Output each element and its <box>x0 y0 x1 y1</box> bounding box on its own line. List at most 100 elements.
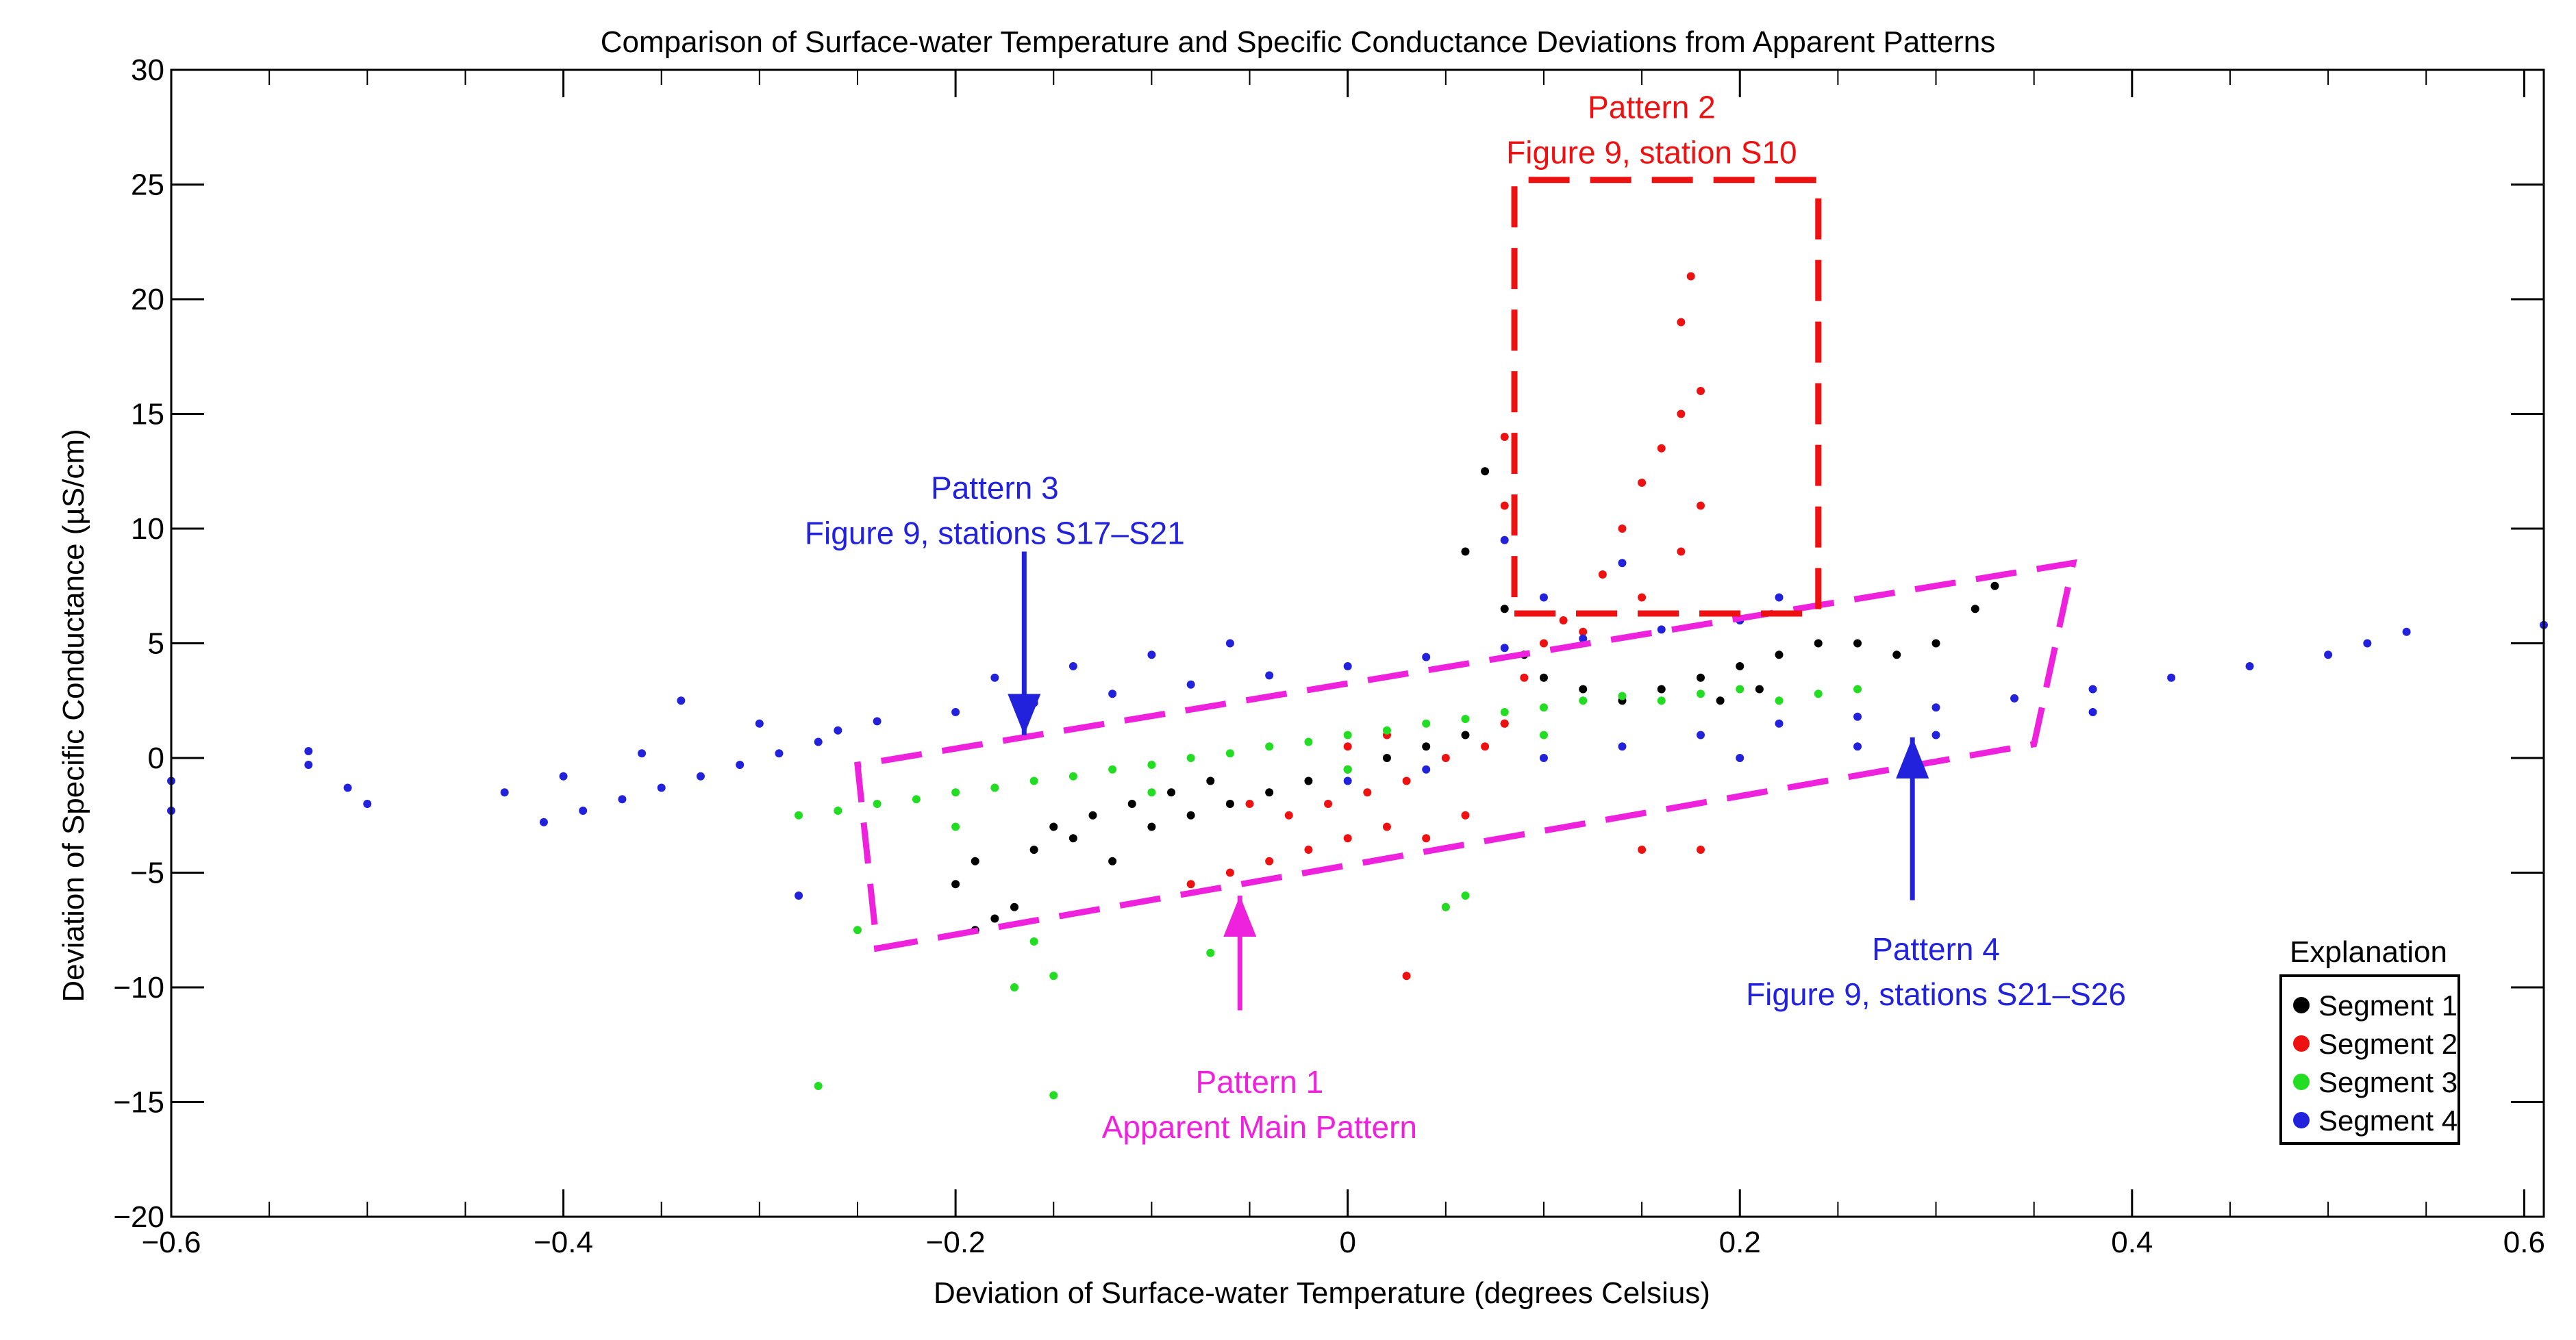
pattern-4-label: Figure 9, stations S21–S26 <box>1746 976 2126 1012</box>
data-point <box>1853 712 1862 721</box>
data-point <box>2088 708 2097 716</box>
pattern-3-label: Figure 9, stations S17–S21 <box>805 515 1185 551</box>
data-point <box>1068 662 1077 670</box>
data-point <box>951 708 960 716</box>
data-point <box>1068 834 1077 843</box>
pattern-4-label: Pattern 4 <box>1872 931 2000 967</box>
data-point <box>1696 387 1705 395</box>
data-point <box>1461 715 1470 724</box>
data-point <box>1853 639 1862 648</box>
data-point <box>1461 731 1470 739</box>
data-point <box>1853 685 1862 694</box>
data-point <box>1422 742 1431 751</box>
data-point <box>657 783 666 792</box>
data-point <box>1775 593 1784 602</box>
data-point <box>1775 696 1784 705</box>
y-tick-label: −20 <box>113 1200 164 1234</box>
data-point <box>1696 731 1705 739</box>
data-point <box>1147 650 1156 659</box>
data-point <box>1892 650 1901 659</box>
data-point <box>1677 318 1686 327</box>
data-point <box>1225 868 1234 877</box>
data-point <box>1814 639 1823 648</box>
data-point <box>1343 662 1352 670</box>
y-tick-label: 20 <box>131 283 164 316</box>
x-tick-label: 0.4 <box>2111 1226 2153 1259</box>
y-tick-label: 0 <box>148 742 164 775</box>
data-point <box>1736 662 1745 670</box>
data-point <box>363 800 372 808</box>
data-point <box>1638 479 1647 487</box>
data-point <box>1265 857 1274 865</box>
data-point <box>1696 501 1705 510</box>
data-point <box>1677 409 1686 418</box>
data-point <box>1186 680 1195 689</box>
data-point <box>1755 685 1764 694</box>
chart-title: Comparison of Surface-water Temperature … <box>601 25 1995 59</box>
data-point <box>1049 822 1058 831</box>
data-point <box>814 1082 823 1091</box>
data-point <box>1441 902 1450 911</box>
data-point <box>1029 937 1038 946</box>
data-point <box>1029 846 1038 854</box>
data-point <box>1500 708 1509 716</box>
data-point <box>1931 703 1940 712</box>
data-point <box>2088 685 2097 694</box>
data-point <box>1010 983 1019 991</box>
data-point <box>1461 811 1470 820</box>
data-point <box>1500 433 1509 441</box>
data-point <box>1500 719 1509 728</box>
data-point <box>638 749 647 758</box>
data-point <box>1618 692 1627 700</box>
data-point <box>1284 811 1293 820</box>
data-point <box>795 811 803 820</box>
y-tick-label: 30 <box>131 53 164 87</box>
data-point <box>579 807 588 816</box>
data-point <box>1343 834 1352 843</box>
data-point <box>951 880 960 889</box>
data-point <box>1657 625 1666 634</box>
data-point <box>873 717 881 726</box>
data-point <box>1736 685 1745 694</box>
data-point <box>1677 547 1686 556</box>
data-point <box>1461 892 1470 900</box>
pattern-2-box <box>1511 177 1822 617</box>
data-point <box>1971 605 1979 614</box>
data-point <box>834 726 842 735</box>
data-point <box>1657 685 1666 694</box>
data-point <box>1225 749 1234 758</box>
x-tick-label: −0.6 <box>142 1226 201 1259</box>
data-point <box>1304 737 1313 746</box>
data-point <box>951 788 960 797</box>
legend-marker <box>2293 997 2310 1013</box>
data-point <box>1539 673 1548 682</box>
data-point <box>1931 639 1940 648</box>
series-segment-3 <box>795 685 1862 1100</box>
data-point <box>1559 616 1568 624</box>
data-point <box>1579 627 1588 636</box>
data-point <box>1147 761 1156 770</box>
data-point <box>1539 639 1548 648</box>
data-point <box>1382 822 1391 831</box>
data-point <box>755 719 764 728</box>
legend-entries: Segment 1 Segment 2 Segment 3 Segment 4 <box>2293 989 2458 1137</box>
data-point <box>1225 800 1234 808</box>
legend-label: Segment 3 <box>2318 1066 2458 1098</box>
data-point <box>1481 467 1490 476</box>
legend-label: Segment 1 <box>2318 989 2458 1022</box>
data-point <box>1108 765 1117 774</box>
data-point <box>1618 559 1627 568</box>
data-point <box>873 800 881 808</box>
data-point <box>1088 811 1097 820</box>
data-point <box>1539 731 1548 739</box>
data-point <box>853 926 862 935</box>
data-point <box>1324 800 1333 808</box>
pattern-3-label: Pattern 3 <box>931 470 1059 505</box>
data-point <box>618 795 627 804</box>
data-point <box>1265 788 1274 797</box>
data-point <box>951 822 960 831</box>
data-point <box>1696 846 1705 854</box>
pattern-2-label: Pattern 2 <box>1588 89 1716 125</box>
